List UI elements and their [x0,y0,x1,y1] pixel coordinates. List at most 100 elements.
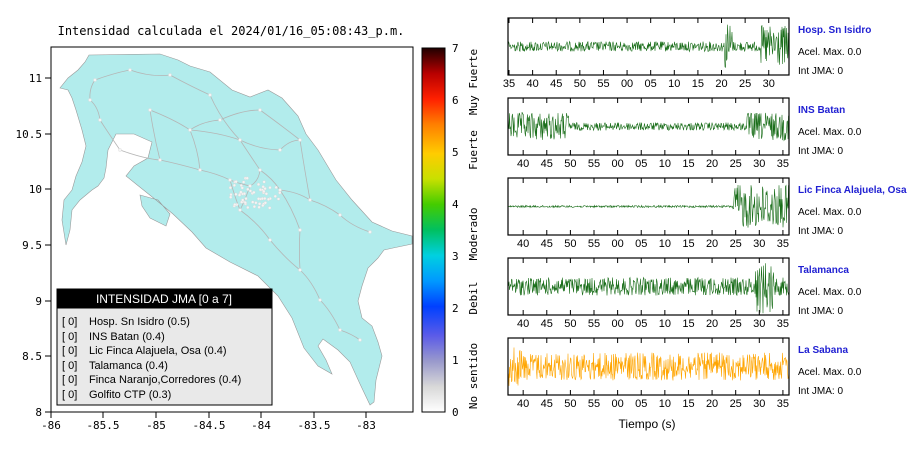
waveform-trace [507,347,790,386]
station-dot [263,196,267,201]
station-dot [128,68,132,72]
waveform-tick-label: 05 [635,158,647,170]
road-line [279,189,311,201]
map-y-tick: 11 [29,72,42,85]
waveform-frame [507,257,790,316]
waveform-tick-label: 50 [564,318,576,330]
station-dot [252,190,256,194]
station-name: Lic Finca Alajuela, Osa [798,185,907,196]
station-dot [242,180,246,184]
waveform-panel: 35 40 45 50 55 00 05 10 15 20 25 30 Hosp. Sn Isidro A… [503,17,871,90]
station-dot [264,192,268,196]
station-dot [278,188,282,192]
road-line [149,109,161,161]
waveform-frame [507,337,790,396]
waveform-tick-label: 20 [715,78,727,90]
road-line [189,129,241,141]
station-dot [318,298,322,302]
map-title: Intensidad calculada el 2024/01/16_05:08… [58,24,405,38]
road-line [169,74,211,96]
waveform-tick-label: 15 [682,318,694,330]
station-name: INS Batan [798,105,845,116]
road-line [219,109,261,121]
legend-item-label: Hosp. Sn Isidro (0.5) [89,316,190,328]
waveform-trace [507,184,790,228]
map-frame [50,46,414,413]
station-dot [251,200,255,204]
station-jma: Int JMA: 0 [798,306,843,317]
waveform-tick-label: 45 [541,158,553,170]
waveform-tick-label: 55 [588,238,600,250]
waveform-tick-label: 35 [777,398,789,410]
station-accel: Acel. Max. 0.0 [798,367,862,378]
waveform-tick-label: 25 [730,158,742,170]
waveform-tick-label: 10 [668,78,680,90]
station-dot [246,205,250,210]
waveform-tick-label: 10 [659,398,671,410]
road-line [229,179,241,211]
station-dot [93,78,97,82]
station-dot [188,128,192,132]
station-dot [148,108,152,112]
legend-title: INTENSIDAD JMA [0 a 7] [96,292,232,306]
waveform-tick-label: 45 [550,78,562,90]
station-dot [338,328,342,332]
waveform-tick-label: 00 [611,318,623,330]
road-line [269,239,301,271]
waveform-tick-label: 40 [517,238,529,250]
waveform-tick-label: 20 [706,398,718,410]
station-dot [263,201,267,205]
station-dot [118,148,122,152]
station-dot [258,202,262,206]
legend-item-label: Finca Naranjo,Corredores (0.4) [89,374,241,386]
waveform-tick-label: 00 [611,158,623,170]
waveform-tick-label: 40 [517,398,529,410]
station-dot [98,118,102,122]
waveform-panel: 40 45 50 55 00 05 10 15 20 25 30 35 Lic Finca Alajue… [507,177,907,250]
station-dot [229,193,233,197]
road-line [94,69,131,81]
colorbar-category: No sentido [467,343,480,409]
colorbar-category: Moderado [467,208,480,261]
legend-item-level: [ 0] [62,389,77,401]
map-x-tick: -85.5 [86,419,119,432]
station-name: Talamanca [798,265,849,276]
waveform-tick-label: 25 [739,78,751,90]
waveform-panel: 40 45 50 55 00 05 10 15 20 25 30 35 La Sabana Acel. M… [507,337,862,410]
station-dot [243,201,247,205]
waveform-tick-label: 20 [706,238,718,250]
road-line [89,99,101,121]
map-x-tick: -83 [356,419,376,432]
waveform-tick-label: 05 [645,78,657,90]
station-name: Hosp. Sn Isidro [798,25,871,36]
legend-item-label: INS Batan (0.4) [89,331,165,343]
road-line [279,189,301,231]
legend-item-level: [ 0] [62,331,77,343]
station-dot [298,228,302,232]
road-line [299,269,321,301]
legend-item-label: Golfito CTP (0.3) [89,389,171,401]
waveform-trace [507,111,790,142]
waveform-tick-label: 35 [777,238,789,250]
station-dot [242,192,246,196]
station-jma: Int JMA: 0 [798,386,843,397]
station-dot [239,190,243,194]
road-line [259,169,281,191]
road-line [239,209,271,241]
road-line [239,139,261,171]
legend-item-level: [ 0] [62,374,77,386]
waveform-tick-label: 15 [682,238,694,250]
waveform-tick-label: 15 [692,78,704,90]
intensity-colorbar: 7 6 5 4 3 2 1 0 Muy Fuerte Fuerte Modera… [421,42,480,419]
waveform-tick-label: 00 [611,238,623,250]
station-dot [239,183,243,188]
map-y-tick: 8.5 [22,350,42,363]
waveform-panels: 35 40 45 50 55 00 05 10 15 20 25 30 Hosp. Sn Isidro A… [503,17,907,410]
station-dot [257,197,261,201]
station-dot [276,197,281,201]
road-line [119,149,161,161]
map-y-tick: 10.5 [16,128,43,141]
waveform-panel: 40 45 50 55 00 05 10 15 20 25 30 35 INS Batan Acel. M… [507,97,862,170]
station-jma: Int JMA: 0 [798,66,843,77]
waveform-frame [507,97,790,156]
